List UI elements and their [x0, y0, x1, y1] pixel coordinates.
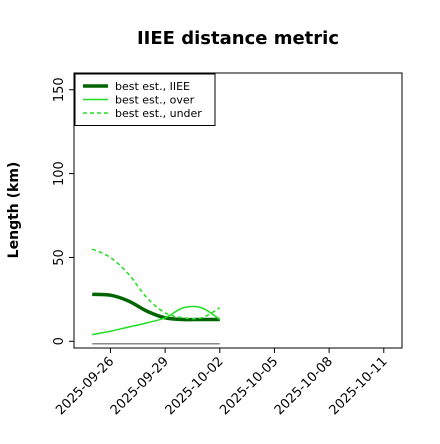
- y-tick-label: 0: [52, 337, 67, 345]
- y-tick-label: 150: [52, 77, 67, 102]
- x-tick-label: 2025-10-11: [327, 354, 391, 418]
- y-axis-label: Length (km): [6, 162, 22, 259]
- y-tick-label: 50: [52, 249, 67, 266]
- legend-label: best est., over: [115, 94, 195, 107]
- axes: 0501001502025-09-262025-09-292025-10-022…: [52, 77, 391, 418]
- legend-label: best est., under: [115, 107, 202, 120]
- chart-title: IIEE distance metric: [137, 28, 339, 49]
- legend-label: best est., IIEE: [115, 80, 190, 93]
- series-line-best-est-iiee: [92, 292, 220, 322]
- plot-area: [91, 248, 221, 345]
- series-line-best-est-under: [91, 248, 221, 320]
- y-tick-label: 100: [52, 161, 67, 186]
- series-line-best-est-over: [92, 305, 221, 336]
- plot-frame: [73, 72, 403, 349]
